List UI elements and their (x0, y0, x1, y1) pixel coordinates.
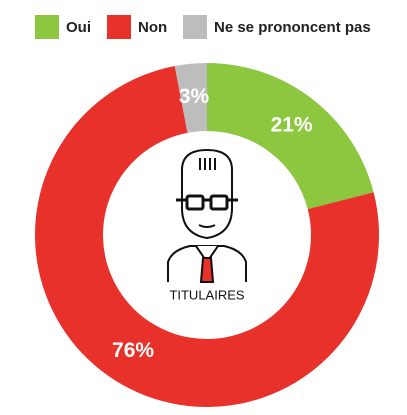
person-icon (167, 148, 247, 283)
legend: Oui Non Ne se prononcent pas (35, 15, 371, 39)
value-label: 21% (271, 114, 313, 137)
center-label: TITULAIRES (169, 287, 244, 302)
legend-label: Non (138, 19, 167, 36)
value-label: 76% (112, 339, 154, 362)
donut: 21% 76% 3% (35, 63, 380, 407)
legend-label: Ne se prononcent pas (214, 19, 371, 36)
legend-swatch (183, 15, 207, 39)
donut-slice (174, 63, 207, 133)
legend-label: Oui (66, 19, 91, 36)
value-label: 3% (179, 85, 210, 108)
donut-slice (207, 63, 374, 210)
legend-swatch (107, 15, 131, 39)
legend-swatch (35, 15, 59, 39)
donut-slice (35, 66, 380, 407)
